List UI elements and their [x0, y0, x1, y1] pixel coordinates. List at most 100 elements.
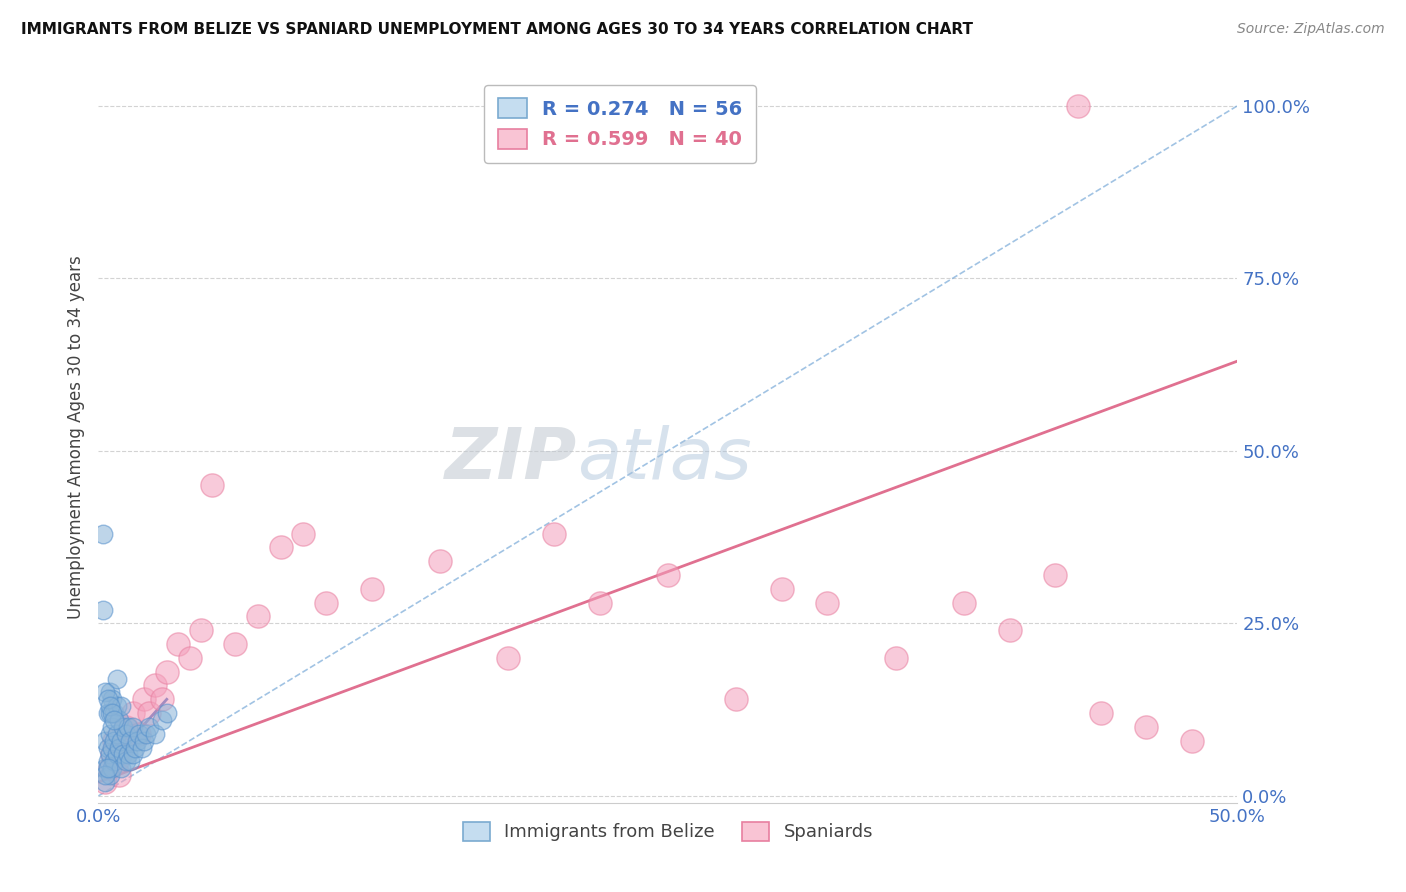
Point [120, 733, 142, 747]
Point [94, 733, 117, 747]
Point [105, 727, 128, 741]
Point [128, 727, 150, 741]
Point [190, 624, 212, 638]
Point [120, 755, 142, 769]
Point [145, 678, 167, 692]
Point [498, 651, 520, 665]
Point [770, 582, 793, 596]
Point [91, 526, 114, 541]
Text: atlas: atlas [576, 425, 751, 493]
Point [150, 692, 173, 706]
Point [1043, 568, 1066, 582]
Point [121, 747, 143, 762]
Point [98, 761, 121, 775]
Point [1067, 99, 1090, 113]
Point [98, 685, 121, 699]
Text: ZIP: ZIP [444, 425, 576, 493]
Point [94, 768, 117, 782]
Point [1135, 720, 1157, 734]
Point [1090, 706, 1112, 720]
Point [588, 596, 610, 610]
Point [98, 747, 121, 762]
Point [270, 541, 292, 555]
Point [114, 727, 136, 741]
Point [103, 706, 125, 720]
Point [117, 720, 139, 734]
Point [94, 685, 117, 699]
Point [98, 706, 121, 720]
Point [103, 733, 125, 747]
Point [953, 596, 976, 610]
Point [96, 692, 118, 706]
Legend: Immigrants from Belize, Spaniards: Immigrants from Belize, Spaniards [456, 814, 880, 848]
Point [98, 768, 121, 782]
Point [132, 692, 155, 706]
Point [91, 602, 114, 616]
Point [167, 637, 190, 651]
Point [884, 651, 907, 665]
Point [96, 740, 118, 755]
Point [110, 699, 132, 714]
Point [998, 624, 1021, 638]
Point [110, 761, 132, 775]
Point [108, 713, 131, 727]
Point [105, 755, 128, 769]
Point [110, 733, 132, 747]
Point [112, 720, 135, 734]
Point [815, 596, 838, 610]
Point [101, 706, 124, 720]
Point [101, 747, 124, 762]
Point [150, 713, 173, 727]
Text: IMMIGRANTS FROM BELIZE VS SPANIARD UNEMPLOYMENT AMONG AGES 30 TO 34 YEARS CORREL: IMMIGRANTS FROM BELIZE VS SPANIARD UNEMP… [21, 22, 973, 37]
Point [138, 720, 160, 734]
Point [135, 727, 157, 741]
Point [725, 692, 748, 706]
Point [127, 733, 149, 747]
Point [292, 526, 315, 541]
Point [114, 720, 136, 734]
Point [121, 720, 143, 734]
Point [96, 761, 118, 775]
Point [94, 761, 117, 775]
Point [117, 747, 139, 762]
Point [103, 713, 125, 727]
Point [429, 554, 451, 568]
Point [105, 747, 128, 762]
Point [156, 706, 179, 720]
Point [121, 706, 143, 720]
Text: Source: ZipAtlas.com: Source: ZipAtlas.com [1237, 22, 1385, 37]
Point [103, 733, 125, 747]
Point [105, 672, 128, 686]
Point [108, 740, 131, 755]
Point [101, 740, 124, 755]
Point [132, 733, 155, 747]
Point [108, 768, 131, 782]
Point [110, 740, 132, 755]
Point [112, 747, 135, 762]
Point [201, 478, 224, 492]
Point [1181, 733, 1204, 747]
Point [101, 692, 124, 706]
Point [179, 651, 201, 665]
Point [315, 596, 337, 610]
Point [145, 727, 167, 741]
Point [114, 755, 136, 769]
Point [101, 720, 124, 734]
Point [360, 582, 382, 596]
Point [96, 706, 118, 720]
Point [103, 755, 125, 769]
Point [131, 740, 153, 755]
Point [94, 775, 117, 789]
Point [124, 740, 146, 755]
Point [98, 699, 121, 714]
Point [224, 637, 246, 651]
Point [246, 609, 269, 624]
Point [105, 699, 128, 714]
Point [98, 727, 121, 741]
Point [543, 526, 565, 541]
Point [138, 706, 160, 720]
Point [96, 755, 118, 769]
Point [128, 727, 150, 741]
Point [657, 568, 679, 582]
Point [156, 665, 179, 679]
